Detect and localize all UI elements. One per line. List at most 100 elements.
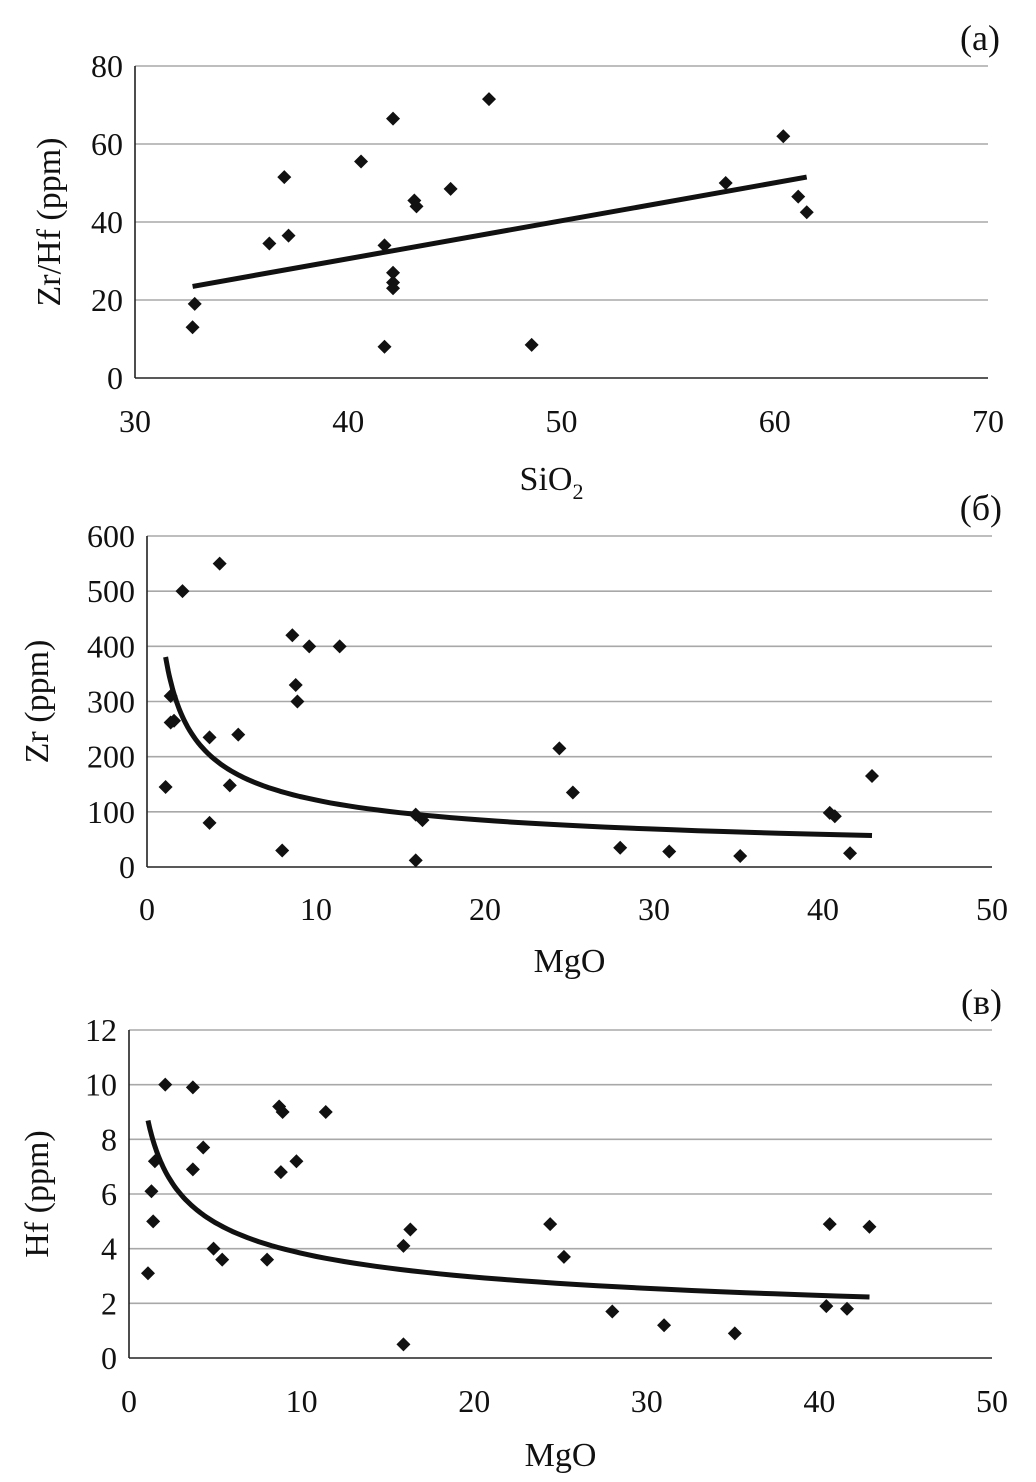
data-point bbox=[185, 1162, 200, 1177]
y-tick-label: 40 bbox=[91, 204, 123, 240]
data-point bbox=[718, 176, 733, 190]
panel-2: 0 100 200 300 400 500 600 0 10 20 30 40 50 MgO Zr (ppm… bbox=[19, 488, 1008, 980]
data-point bbox=[281, 228, 296, 243]
data-point bbox=[791, 189, 806, 204]
data-point bbox=[222, 778, 237, 793]
x-axis-title-subscript: 2 bbox=[572, 479, 583, 504]
data-point bbox=[865, 768, 880, 783]
data-point bbox=[215, 1252, 230, 1267]
x-tick-label: 10 bbox=[300, 891, 332, 927]
panel-label: (a) bbox=[960, 18, 1000, 58]
x-tick-label: 0 bbox=[139, 891, 155, 927]
data-point bbox=[822, 1217, 837, 1232]
data-point bbox=[565, 785, 580, 800]
data-point bbox=[290, 694, 305, 709]
y-tick-label: 60 bbox=[91, 126, 123, 162]
y-tick-label: 10 bbox=[85, 1067, 117, 1103]
data-point bbox=[277, 170, 292, 185]
data-point bbox=[552, 741, 567, 756]
data-point bbox=[605, 1304, 620, 1319]
data-point bbox=[776, 129, 791, 144]
data-point bbox=[396, 1238, 411, 1253]
x-tick-label: 20 bbox=[458, 1383, 490, 1419]
data-point bbox=[386, 281, 401, 296]
x-tick-label: 40 bbox=[332, 403, 364, 439]
data-point bbox=[662, 844, 677, 859]
data-point bbox=[262, 236, 277, 251]
x-tick-label: 20 bbox=[469, 891, 501, 927]
y-tick-label: 100 bbox=[87, 794, 135, 830]
y-tick-label: 0 bbox=[119, 849, 135, 885]
data-point bbox=[275, 843, 290, 858]
data-point bbox=[146, 1214, 161, 1229]
data-point bbox=[167, 713, 182, 728]
y-tick-label: 0 bbox=[101, 1340, 117, 1376]
data-point bbox=[158, 1077, 173, 1092]
x-tick-label: 50 bbox=[976, 1383, 1008, 1419]
trendline bbox=[192, 174, 808, 289]
data-point bbox=[843, 846, 858, 861]
y-axis-title: Hf (ppm) bbox=[19, 1130, 56, 1257]
data-point bbox=[260, 1252, 275, 1267]
data-point bbox=[403, 1222, 418, 1237]
y-tick-label: 2 bbox=[101, 1285, 117, 1321]
data-point bbox=[415, 813, 430, 828]
x-tick-label: 0 bbox=[121, 1383, 137, 1419]
y-tick-label: 500 bbox=[87, 573, 135, 609]
panel-label: (б) bbox=[960, 488, 1002, 528]
data-point bbox=[147, 1154, 162, 1169]
y-tick-label: 300 bbox=[87, 684, 135, 720]
data-point bbox=[185, 320, 200, 335]
data-point bbox=[163, 688, 178, 703]
y-tick-label: 0 bbox=[107, 360, 123, 396]
data-point bbox=[733, 848, 748, 863]
data-point bbox=[396, 1337, 411, 1352]
data-point bbox=[543, 1217, 558, 1232]
data-point bbox=[289, 1154, 304, 1169]
data-point bbox=[231, 727, 246, 742]
data-point bbox=[819, 1299, 834, 1314]
data-point bbox=[556, 1249, 571, 1264]
x-tick-label: 60 bbox=[759, 403, 791, 439]
x-tick-label: 10 bbox=[286, 1383, 318, 1419]
y-axis-title: Zr/Hf (ppm) bbox=[31, 137, 68, 306]
trendline bbox=[163, 656, 873, 838]
data-point bbox=[202, 815, 217, 830]
data-point bbox=[727, 1326, 742, 1341]
data-point bbox=[144, 1184, 159, 1199]
data-point bbox=[158, 780, 173, 795]
data-point bbox=[409, 199, 424, 214]
data-point bbox=[799, 205, 814, 220]
y-axis-title: Zr (ppm) bbox=[19, 640, 56, 764]
data-point bbox=[288, 677, 303, 692]
data-point bbox=[332, 639, 347, 654]
data-point bbox=[386, 265, 401, 280]
panel-1: 0 20 40 60 80 30 40 50 60 70 SiO2 Zr/Hf (ppm) (a) bbox=[31, 18, 1004, 504]
data-point bbox=[377, 238, 392, 253]
data-point bbox=[140, 1266, 155, 1281]
x-axis-title: MgO bbox=[525, 1437, 597, 1474]
x-tick-label: 30 bbox=[631, 1383, 663, 1419]
x-tick-label: 30 bbox=[638, 891, 670, 927]
y-tick-label: 80 bbox=[91, 48, 123, 84]
data-point bbox=[175, 584, 190, 599]
data-point bbox=[524, 337, 539, 352]
data-point bbox=[196, 1140, 211, 1155]
x-axis-title: MgO bbox=[534, 943, 606, 980]
y-tick-label: 4 bbox=[101, 1231, 117, 1267]
data-point bbox=[408, 853, 423, 868]
x-tick-label: 50 bbox=[546, 403, 578, 439]
x-tick-label: 40 bbox=[803, 1383, 835, 1419]
y-tick-label: 200 bbox=[87, 739, 135, 775]
y-tick-label: 8 bbox=[101, 1121, 117, 1157]
data-point bbox=[613, 840, 628, 855]
data-point bbox=[862, 1219, 877, 1234]
x-axis-title: SiO2 bbox=[520, 461, 584, 504]
data-point bbox=[481, 92, 496, 107]
y-tick-label: 600 bbox=[87, 518, 135, 554]
y-tick-label: 20 bbox=[91, 282, 123, 318]
data-point bbox=[840, 1301, 855, 1316]
data-point bbox=[273, 1165, 288, 1180]
y-tick-label: 400 bbox=[87, 628, 135, 664]
